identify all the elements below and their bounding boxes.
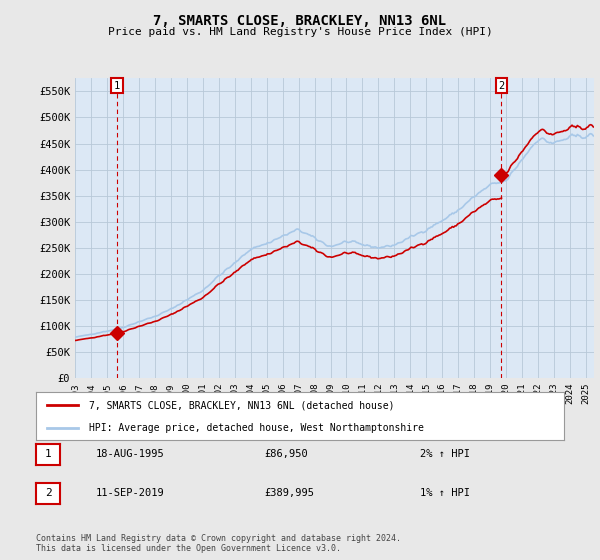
Text: 2: 2 bbox=[498, 81, 505, 91]
Text: Price paid vs. HM Land Registry's House Price Index (HPI): Price paid vs. HM Land Registry's House … bbox=[107, 27, 493, 37]
Text: 7, SMARTS CLOSE, BRACKLEY, NN13 6NL: 7, SMARTS CLOSE, BRACKLEY, NN13 6NL bbox=[154, 14, 446, 28]
Text: 7, SMARTS CLOSE, BRACKLEY, NN13 6NL (detached house): 7, SMARTS CLOSE, BRACKLEY, NN13 6NL (det… bbox=[89, 400, 394, 410]
Text: 1% ↑ HPI: 1% ↑ HPI bbox=[420, 488, 470, 498]
Text: HPI: Average price, detached house, West Northamptonshire: HPI: Average price, detached house, West… bbox=[89, 423, 424, 433]
Text: 11-SEP-2019: 11-SEP-2019 bbox=[96, 488, 165, 498]
Text: £86,950: £86,950 bbox=[264, 449, 308, 459]
Text: 1: 1 bbox=[114, 81, 120, 91]
Text: Contains HM Land Registry data © Crown copyright and database right 2024.
This d: Contains HM Land Registry data © Crown c… bbox=[36, 534, 401, 553]
Text: £389,995: £389,995 bbox=[264, 488, 314, 498]
Text: 2: 2 bbox=[44, 488, 52, 498]
Text: 1: 1 bbox=[44, 449, 52, 459]
Text: 2% ↑ HPI: 2% ↑ HPI bbox=[420, 449, 470, 459]
Text: 18-AUG-1995: 18-AUG-1995 bbox=[96, 449, 165, 459]
